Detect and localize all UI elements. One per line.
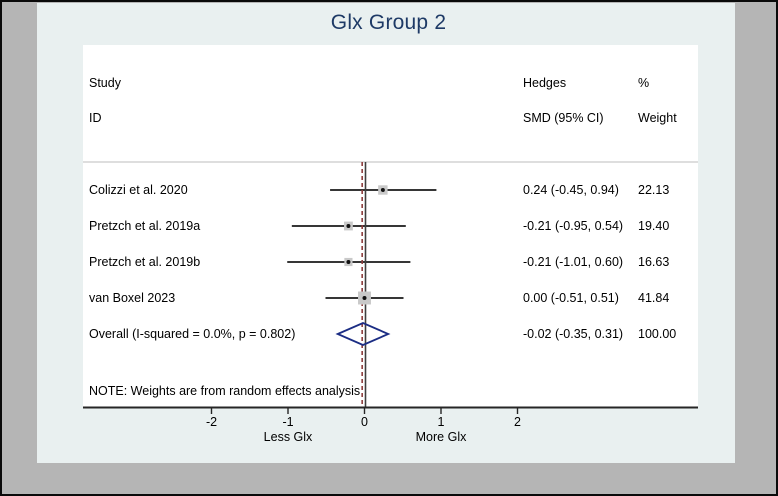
point-estimate-dot xyxy=(346,260,351,264)
point-estimate-dot xyxy=(362,296,367,300)
point-estimate-dot xyxy=(346,224,351,228)
study-row-weight: 16.63 xyxy=(638,255,670,269)
column-header-study-line1: Study xyxy=(89,76,121,90)
chart-title: Glx Group 2 xyxy=(330,11,447,34)
study-row-weight: 19.40 xyxy=(638,219,670,233)
column-header-effect-line2: SMD (95% CI) xyxy=(523,111,604,125)
study-row-effect: -0.21 (-0.95, 0.54) xyxy=(523,219,624,233)
axis-tick-label: 0 xyxy=(361,415,368,429)
study-row-weight: 22.13 xyxy=(638,183,670,197)
axis-label-right: More Glx xyxy=(415,430,467,444)
axis-tick-label: -1 xyxy=(282,415,294,429)
study-row-label: Pretzch et al. 2019a xyxy=(89,219,201,233)
study-row-label: Pretzch et al. 2019b xyxy=(89,255,201,269)
point-estimate-dot xyxy=(380,188,385,192)
overall-row-weight: 100.00 xyxy=(638,327,677,341)
study-row-effect: 0.00 (-0.51, 0.51) xyxy=(523,291,619,305)
study-row-label: Colizzi et al. 2020 xyxy=(89,183,188,197)
study-row-weight: 41.84 xyxy=(638,291,670,305)
axis-label-left: Less Glx xyxy=(263,430,313,444)
overall-diamond xyxy=(335,322,391,346)
column-header-effect-line1: Hedges xyxy=(523,76,567,90)
overall-row-effect: -0.02 (-0.35, 0.31) xyxy=(523,327,624,341)
study-row-label: van Boxel 2023 xyxy=(89,291,176,305)
study-row-effect: -0.21 (-1.01, 0.60) xyxy=(523,255,624,269)
axis-tick-label: 1 xyxy=(437,415,445,429)
column-header-weight-line1: % xyxy=(638,76,650,90)
axis-tick-label: 2 xyxy=(514,415,521,429)
overall-row-label: Overall (I-squared = 0.0%, p = 0.802) xyxy=(89,327,296,341)
column-header-weight-line2: Weight xyxy=(638,111,677,125)
column-header-study-line2: ID xyxy=(89,111,102,125)
weights-note: NOTE: Weights are from random effects an… xyxy=(89,384,361,398)
axis-tick-label: -2 xyxy=(205,415,218,429)
study-row-effect: 0.24 (-0.45, 0.94) xyxy=(523,183,619,197)
